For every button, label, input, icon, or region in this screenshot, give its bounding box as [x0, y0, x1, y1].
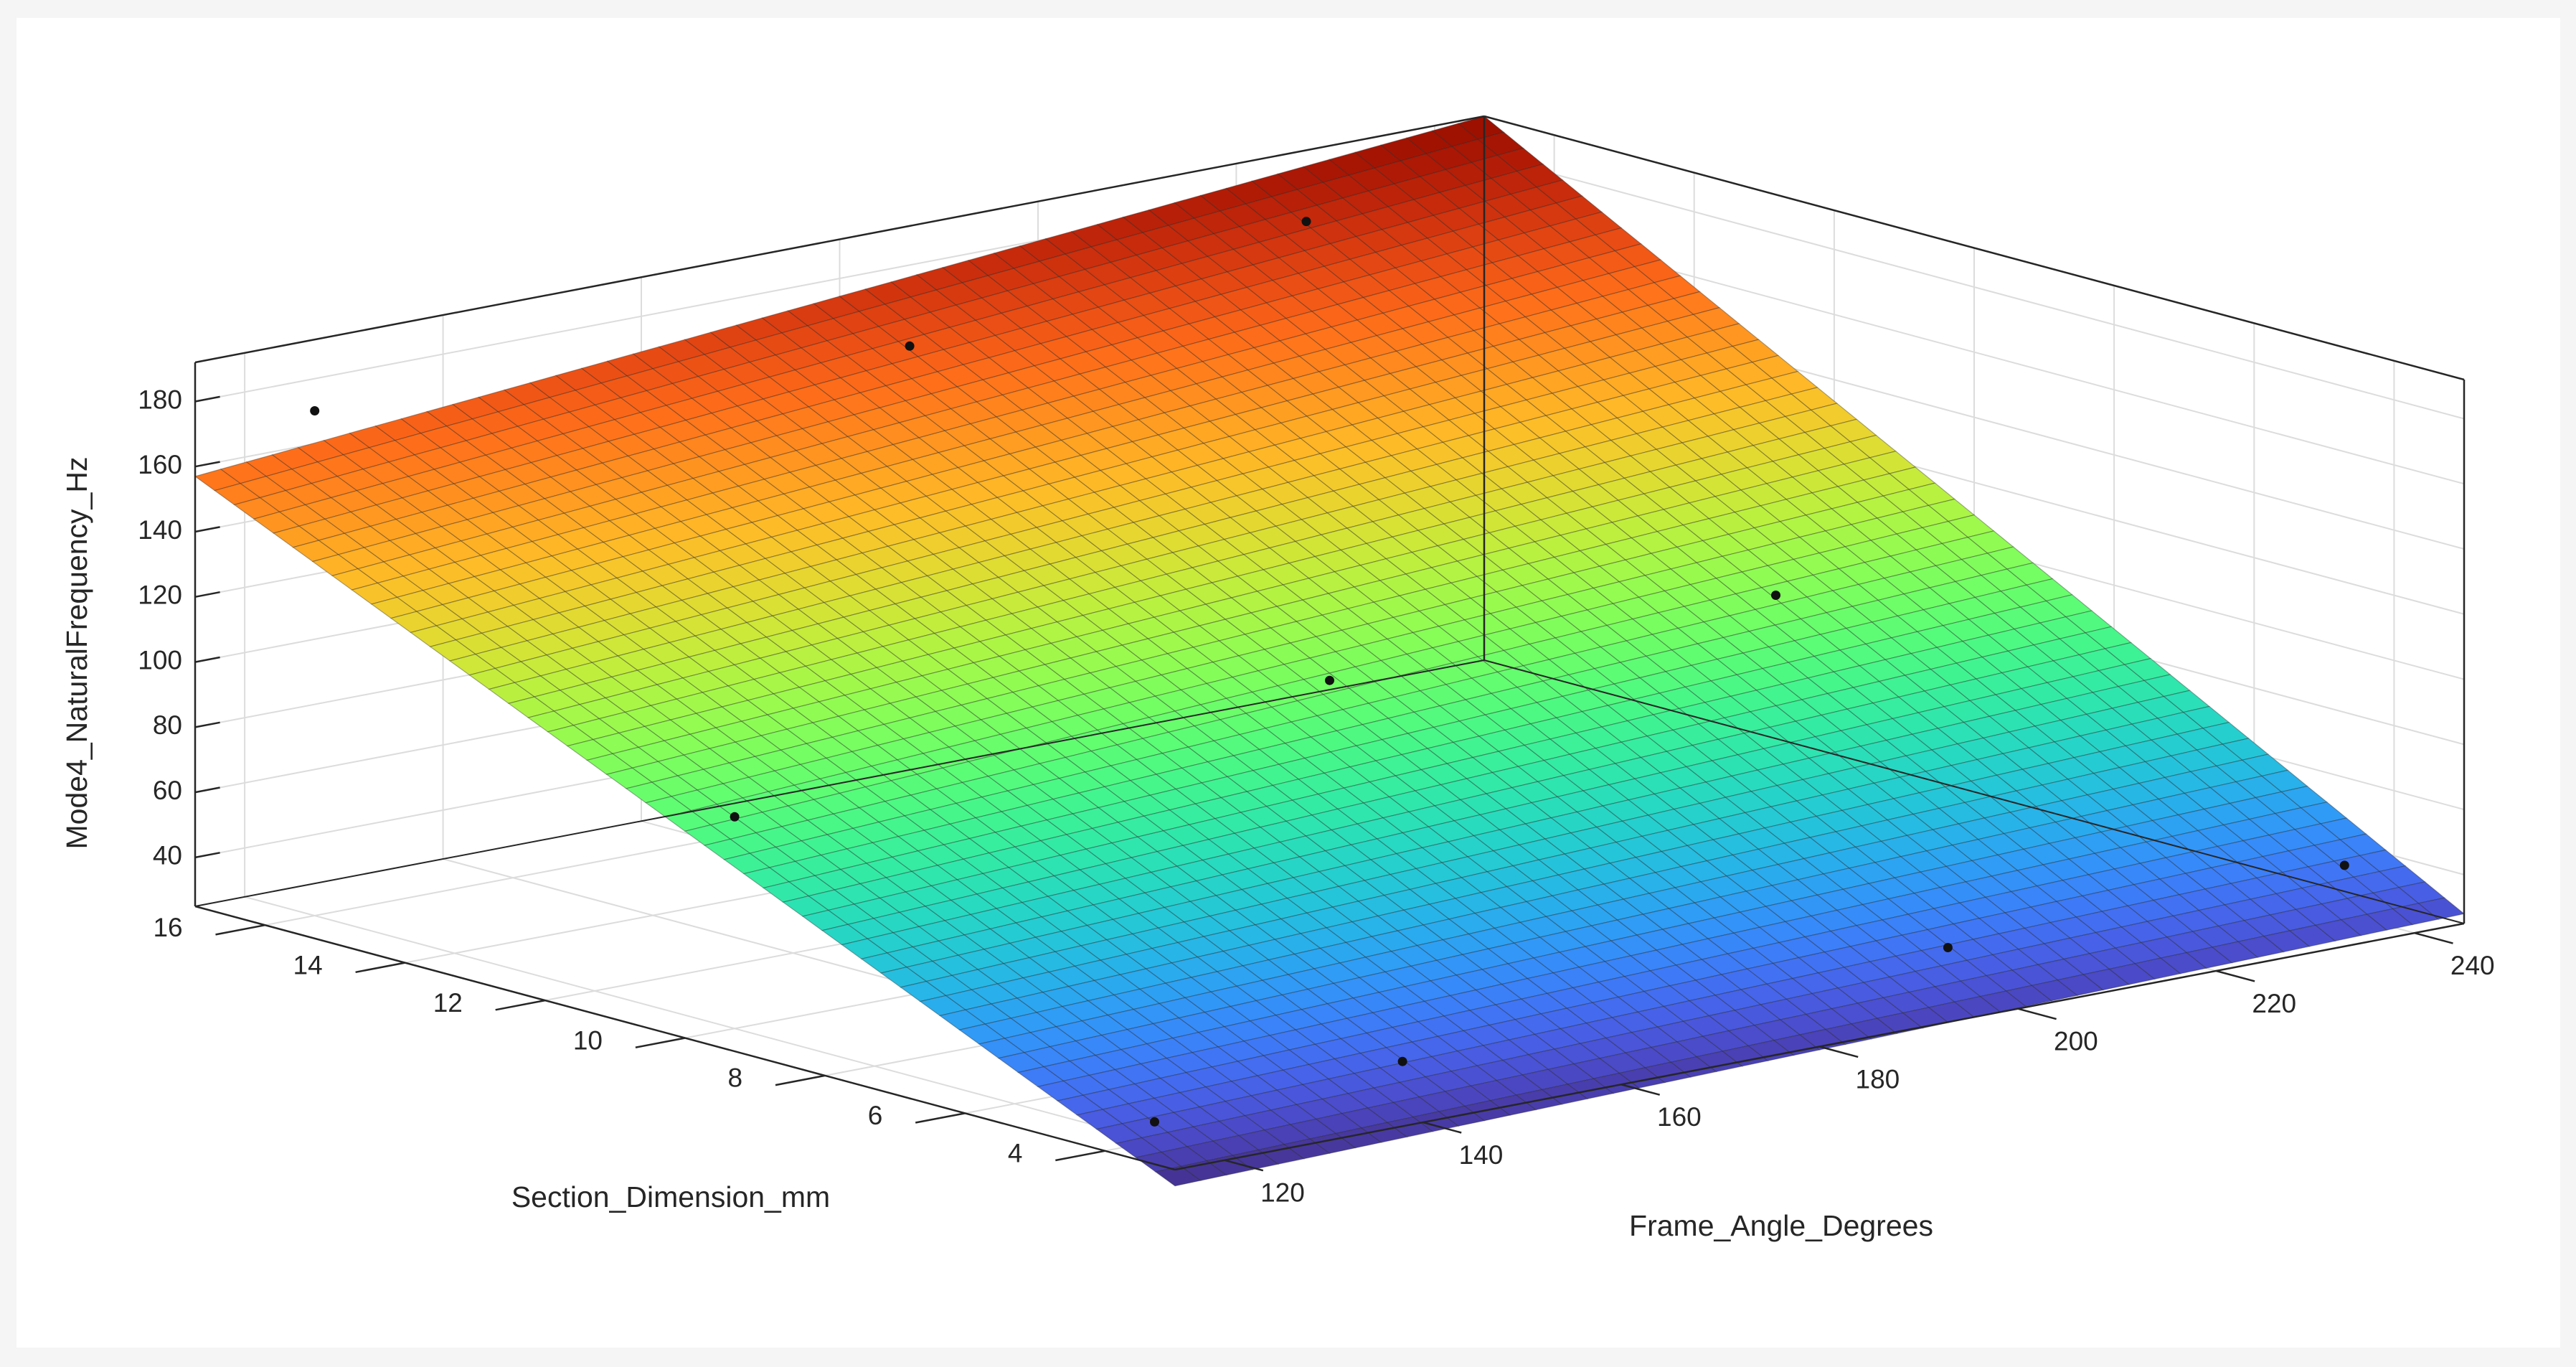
y-tick — [775, 1074, 826, 1086]
z-tick-label: 160 — [138, 450, 182, 479]
x-tick-label: 240 — [2450, 951, 2495, 980]
surface-patch — [2300, 802, 2348, 825]
surface-patch — [2319, 817, 2367, 840]
x-tick — [2414, 931, 2453, 944]
x-tick — [1423, 1121, 1462, 1134]
surface-patch — [2359, 849, 2407, 873]
z-tick-label: 100 — [138, 645, 182, 675]
surface-patch — [1732, 339, 1780, 363]
surface-chart: Frame_Angle_Degrees Section_Dimension_mm… — [60, 115, 2495, 1242]
surface-patch — [1673, 291, 1721, 315]
surface-patch — [2045, 594, 2093, 618]
box-edge — [1483, 115, 2465, 381]
data-point — [1397, 1056, 1407, 1066]
figure-panel: Frame_Angle_Degrees Section_Dimension_mm… — [16, 18, 2560, 1348]
z-tick — [194, 461, 220, 468]
x-tick-label: 160 — [1657, 1102, 1702, 1132]
tick-marks — [194, 395, 2453, 1172]
data-point — [1325, 675, 1334, 685]
surface-patch — [2260, 769, 2308, 793]
data-point — [1943, 943, 1953, 952]
z-tick — [194, 656, 220, 663]
data-point — [1150, 1117, 1159, 1127]
y-tick — [915, 1112, 966, 1124]
y-tick-label: 10 — [573, 1025, 603, 1055]
x-tick — [1620, 1084, 1661, 1096]
surface-mesh — [194, 116, 2466, 1187]
surface-patch — [2084, 626, 2132, 649]
z-tick — [194, 395, 220, 403]
y-tick-label: 6 — [868, 1101, 883, 1130]
surface-patch — [1791, 387, 1839, 410]
box-edge — [1483, 659, 2465, 924]
y-tick — [495, 999, 546, 1011]
surface-patch — [2222, 738, 2270, 761]
surface-patch — [1810, 403, 1858, 427]
data-points — [310, 217, 2349, 1127]
y-axis-label: Section_Dimension_mm — [511, 1180, 830, 1213]
y-tick-label: 16 — [153, 913, 182, 942]
z-tick — [194, 591, 220, 598]
z-tick-label: 40 — [153, 841, 182, 870]
data-point — [1301, 217, 1311, 227]
box-edge — [194, 115, 1485, 364]
grid-line — [1483, 154, 2465, 420]
z-tick-label: 80 — [153, 710, 182, 740]
z-tick-label: 120 — [138, 581, 182, 610]
x-tick — [2216, 969, 2255, 982]
x-tick-label: 120 — [1260, 1178, 1305, 1208]
z-tick — [194, 721, 220, 728]
data-point — [905, 341, 915, 351]
x-tick-label: 140 — [1459, 1140, 1504, 1170]
z-tick — [194, 526, 220, 533]
y-tick-label: 8 — [728, 1063, 743, 1093]
z-tick-label: 180 — [138, 385, 182, 414]
data-point — [730, 812, 740, 822]
x-tick-label: 180 — [1856, 1064, 1900, 1094]
z-tick-label: 60 — [153, 776, 182, 805]
y-tick — [635, 1037, 686, 1048]
surface-patch — [2398, 881, 2446, 904]
y-tick — [215, 924, 265, 936]
x-tick-label: 200 — [2054, 1026, 2098, 1056]
x-tick — [2017, 1007, 2057, 1020]
surface-patch — [1967, 530, 2014, 554]
x-axis-label: Frame_Angle_Degrees — [1629, 1209, 1933, 1242]
z-tick-label: 140 — [138, 515, 182, 545]
y-tick-label: 12 — [433, 988, 463, 1018]
z-tick — [194, 852, 220, 859]
surface-patch — [2417, 897, 2466, 920]
surface-patch — [1986, 546, 2034, 570]
surface-patch — [1751, 354, 1799, 379]
z-axis-label: Mode4_NaturalFrequency_Hz — [60, 457, 93, 850]
data-point — [310, 406, 320, 415]
surface-patch — [2241, 753, 2289, 777]
z-tick — [194, 786, 220, 794]
surface-patch — [1536, 179, 1583, 204]
data-point — [2339, 860, 2349, 870]
x-tick-label: 220 — [2252, 989, 2296, 1018]
x-tick — [1819, 1046, 1859, 1058]
surface-patch — [2065, 610, 2113, 634]
x-tick — [1224, 1159, 1264, 1172]
data-point — [1771, 591, 1780, 600]
y-tick-label: 14 — [293, 950, 323, 980]
y-tick — [1055, 1150, 1105, 1162]
surface-patch — [2339, 833, 2387, 856]
y-tick-label: 4 — [1008, 1139, 1023, 1168]
y-tick — [355, 962, 405, 974]
box-edge — [194, 659, 1485, 907]
